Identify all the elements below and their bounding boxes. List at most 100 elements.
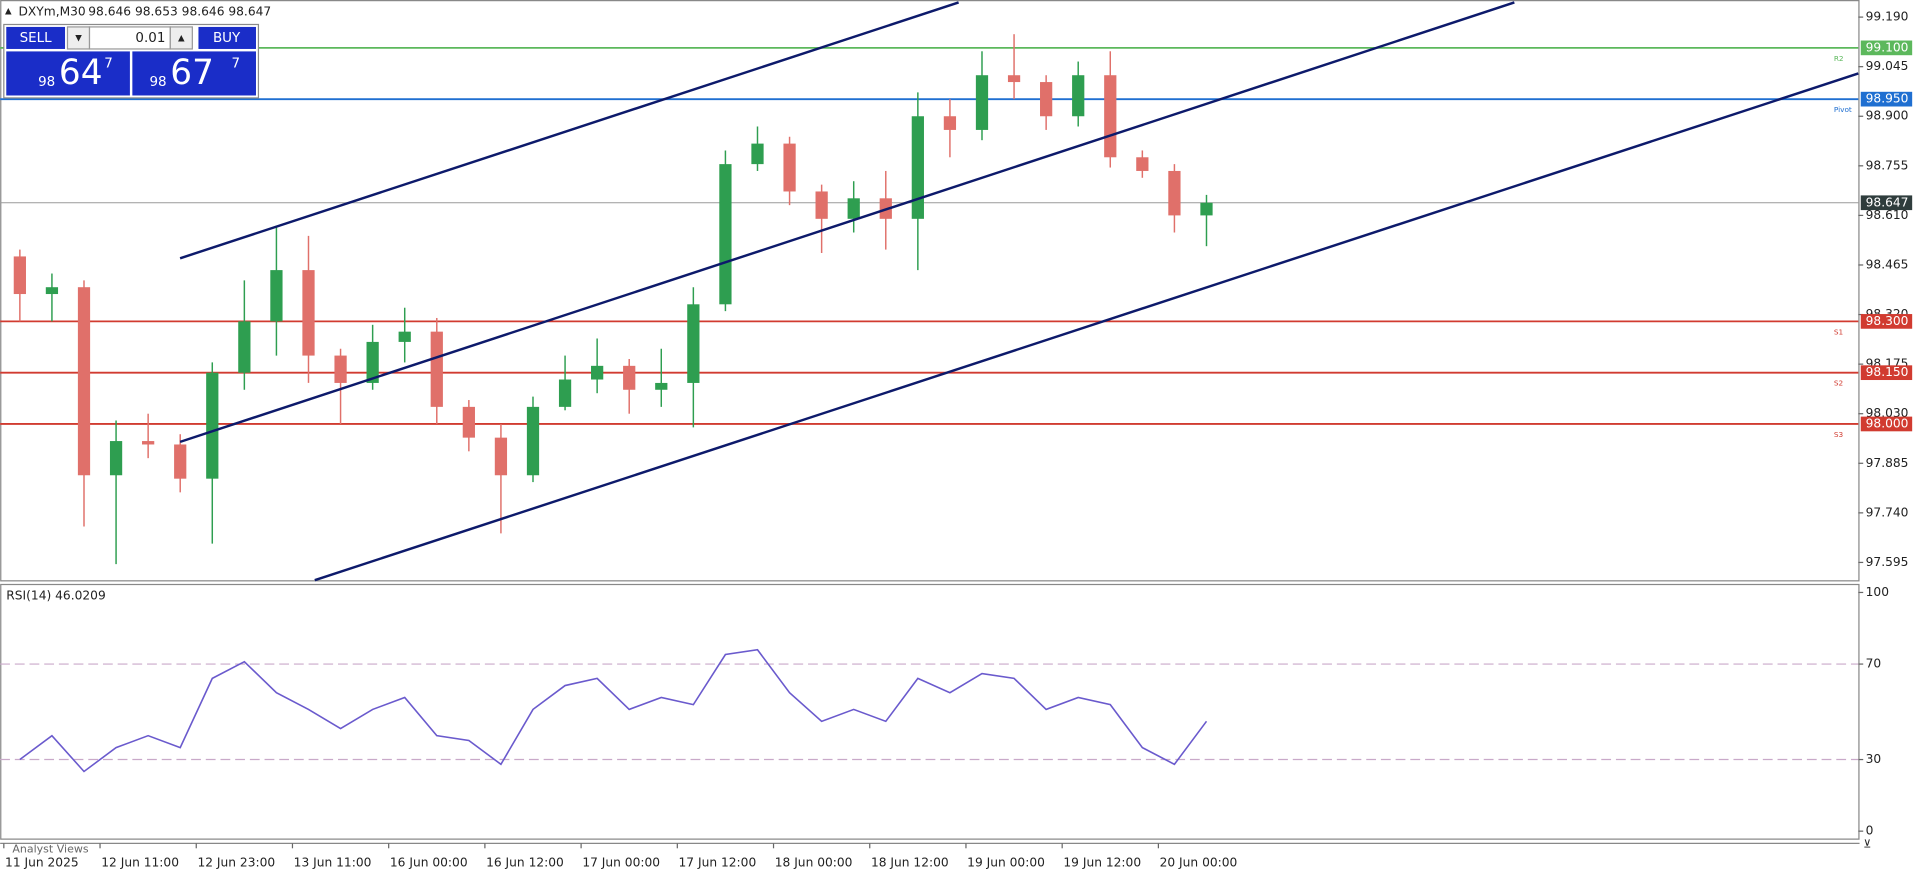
rsi-title: RSI(14) 46.0209 xyxy=(6,589,105,603)
lot-value[interactable]: 0.01 xyxy=(135,31,165,46)
level-tag: R2 xyxy=(1834,54,1844,63)
x-tick-label: 11 Jun 2025 xyxy=(5,855,79,869)
y-tick-label: 99.045 xyxy=(1866,59,1909,73)
x-tick-label: 13 Jun 11:00 xyxy=(294,855,372,869)
candle-body xyxy=(1072,75,1085,117)
candle-body xyxy=(687,304,700,383)
x-tick-label: 18 Jun 12:00 xyxy=(871,855,949,869)
y-tick-label: 98.900 xyxy=(1866,109,1909,123)
level-tag: S1 xyxy=(1834,327,1843,336)
candle-body xyxy=(302,270,315,356)
lot-down-arrow[interactable]: ▼ xyxy=(75,33,82,43)
sell-label[interactable]: SELL xyxy=(20,31,53,46)
y-tick-label: 98.465 xyxy=(1866,257,1909,271)
level-price-label: 99.100 xyxy=(1866,40,1909,54)
y-tick-label: 97.885 xyxy=(1866,456,1909,470)
candle-body xyxy=(911,116,924,219)
candle-body xyxy=(655,382,668,390)
bid-big[interactable]: 98 xyxy=(38,75,55,90)
level-price-box xyxy=(1860,314,1913,329)
x-tick-label: 16 Jun 00:00 xyxy=(390,855,468,869)
candle-body xyxy=(751,143,764,165)
level-tag: S3 xyxy=(1834,430,1844,439)
level-tag: Pivot xyxy=(1834,105,1852,114)
candle-body xyxy=(174,444,187,479)
level-tag: S2 xyxy=(1834,379,1843,388)
candle-body xyxy=(494,437,508,476)
lot-up-arrow[interactable]: ▲ xyxy=(178,33,185,43)
footer-tab[interactable]: Analyst Views xyxy=(12,843,88,856)
footer-arrow[interactable]: ⊻ xyxy=(1863,838,1871,851)
rsi-panel xyxy=(0,583,1860,840)
candle-body xyxy=(1040,82,1053,117)
x-tick-label: 17 Jun 00:00 xyxy=(582,855,660,869)
candle-body xyxy=(558,379,572,407)
candle-body xyxy=(109,441,123,476)
ask-main[interactable]: 67 xyxy=(170,53,214,93)
candle-body xyxy=(206,372,219,479)
y-tick-label: 97.595 xyxy=(1866,555,1909,569)
candle-body xyxy=(334,355,347,383)
candle-body xyxy=(1200,202,1213,216)
header-arrow: ▲ xyxy=(5,7,12,17)
candle-body xyxy=(1007,75,1021,83)
current-price-box xyxy=(1860,195,1913,211)
x-tick-label: 12 Jun 11:00 xyxy=(101,855,179,869)
bid-main[interactable]: 64 xyxy=(59,53,103,93)
level-price-label: 98.000 xyxy=(1866,416,1909,430)
rsi-tick-label: 100 xyxy=(1866,585,1889,599)
ask-box[interactable] xyxy=(132,51,256,96)
plot: 99.190 99.045 98.900 98.755 98.610 98.465 98.3… xyxy=(0,10,1909,869)
x-tick-label: 16 Jun 12:00 xyxy=(486,855,564,869)
channel-line xyxy=(179,1,1515,444)
candle-body xyxy=(430,331,443,407)
rsi-tick-label: 30 xyxy=(1866,752,1882,766)
buy-label[interactable]: BUY xyxy=(213,31,241,46)
x-tick-label: 18 Jun 00:00 xyxy=(775,855,853,869)
ask-big[interactable]: 98 xyxy=(149,75,166,90)
candle-body xyxy=(815,191,828,219)
candle-body xyxy=(1136,157,1149,171)
symbol: DXYm,M30 xyxy=(19,5,86,19)
level-price-box xyxy=(1860,40,1913,56)
bid-box[interactable] xyxy=(6,51,130,96)
lot-up[interactable] xyxy=(169,26,193,50)
x-tick-label: 19 Jun 00:00 xyxy=(967,855,1045,869)
buy-button[interactable] xyxy=(198,26,256,49)
candle-body xyxy=(623,365,636,390)
candle-body xyxy=(783,143,796,192)
quote: 98.646 98.653 98.646 98.647 xyxy=(88,5,271,19)
y-tick-label: 99.190 xyxy=(1866,10,1909,24)
channel-line xyxy=(179,1,959,260)
x-tick-label: 19 Jun 12:00 xyxy=(1063,855,1141,869)
candle-body xyxy=(943,116,957,130)
channel-line xyxy=(314,72,1859,582)
bid-small[interactable]: 7 xyxy=(104,57,113,72)
rsi-tick-label: 70 xyxy=(1866,657,1882,671)
x-tick-label: 20 Jun 00:00 xyxy=(1160,855,1238,869)
x-tick-label: 17 Jun 12:00 xyxy=(679,855,757,869)
rsi-line xyxy=(19,648,1208,773)
candle-body xyxy=(1168,170,1181,216)
level-price-label: 98.950 xyxy=(1866,92,1909,106)
ask-small[interactable]: 7 xyxy=(232,57,241,72)
candle-body xyxy=(526,406,540,476)
rsi-tick-label: 0 xyxy=(1866,824,1874,838)
candle-body xyxy=(366,341,379,383)
x-tick-label: 12 Jun 23:00 xyxy=(197,855,275,869)
level-price-box xyxy=(1860,91,1913,107)
sell-button[interactable] xyxy=(6,26,66,49)
candle-body xyxy=(270,270,283,322)
level-price-box xyxy=(1860,416,1913,432)
price-panel xyxy=(0,0,1860,582)
candle-body xyxy=(398,331,411,342)
candle-body xyxy=(45,287,59,295)
candle-body xyxy=(975,75,989,130)
candle-body xyxy=(847,198,860,219)
candle-body xyxy=(13,256,26,295)
level-price-box xyxy=(1860,365,1913,381)
y-tick-label: 98.610 xyxy=(1866,208,1909,222)
y-tick-label: 98.755 xyxy=(1866,158,1909,172)
level-price-label: 98.300 xyxy=(1866,314,1909,328)
current-price-label: 98.647 xyxy=(1866,195,1909,209)
